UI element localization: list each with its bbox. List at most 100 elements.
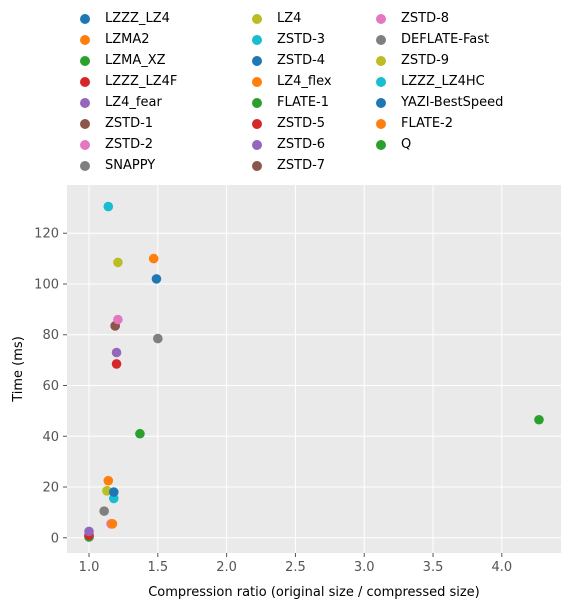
legend-item: ZSTD-5 [252,113,325,134]
legend-label: LZMA2 [105,32,150,47]
x-tick-label: 1.0 [79,560,100,575]
legend-item: ZSTD-4 [252,50,325,71]
legend-label: LZMA_XZ [105,53,166,68]
legend-marker [252,118,262,129]
data-point: ZSTD-6 [111,347,122,358]
legend-item: FLATE-2 [376,113,453,134]
legend-item: LZZZ_LZ4F [80,71,177,92]
data-point: ZSTD-9 [113,257,123,268]
legend-label: ZSTD-1 [105,116,154,131]
y-axis-label: Time (ms) [11,336,26,403]
legend-item: LZZZ_LZ4 [80,8,170,29]
legend-item: YAZI-BestSpeed [376,92,503,113]
legend-label: Q [401,137,412,152]
legend-label: ZSTD-4 [277,53,326,68]
legend-label: ZSTD-2 [105,137,154,152]
y-tick-label: 100 [34,277,59,292]
legend-label: FLATE-1 [277,95,330,110]
data-point: Q [534,414,544,425]
data-point: ZSTD-5 [111,359,122,369]
legend-marker [80,118,90,129]
y-tick-label: 60 [42,379,59,394]
legend: LZZZ_LZ4 LZMA2 LZMA_XZ LZZZ_LZ4F LZ4_fear ZST… [72,8,552,180]
legend-item: LZMA2 [80,29,150,50]
legend-label: LZ4 [277,11,302,26]
x-axis: 1.0 1.5 2.0 2.5 3.0 3.5 4.0 [79,553,512,575]
data-point: YAZI-BestSpeed [108,487,119,497]
legend-marker [80,13,90,24]
legend-label: LZ4_fear [105,95,162,110]
legend-marker [376,118,386,129]
x-tick-label: 3.0 [354,560,375,575]
y-tick-label: 80 [42,328,59,343]
legend-marker [376,76,386,87]
data-point: LZMA2 [148,253,159,264]
legend-marker [80,139,90,150]
legend-label: FLATE-2 [401,116,454,131]
y-tick-label: 40 [42,430,59,445]
x-tick-label: 1.5 [147,560,168,575]
legend-item: LZZZ_LZ4HC [376,71,485,92]
legend-item: Q [376,134,411,155]
data-point: LZ4_fear [84,526,94,537]
data-point: LZ4_flex [103,475,114,486]
legend-label: ZSTD-3 [277,32,326,47]
legend-label: LZ4_flex [277,74,332,89]
legend-item: ZSTD-8 [376,8,449,29]
data-point: FLATE-1 [135,428,145,439]
legend-label: LZZZ_LZ4 [105,11,170,26]
legend-item: SNAPPY [80,155,155,176]
legend-label: ZSTD-5 [277,116,326,131]
legend-label: LZZZ_LZ4HC [401,74,485,89]
legend-label: ZSTD-9 [401,53,450,68]
y-axis: 0 20 40 60 80 100 120 [34,227,67,546]
legend-marker [376,34,386,45]
x-tick-label: 4.0 [491,560,512,575]
plot-background [67,185,561,553]
data-point: FLATE-2 [107,519,118,529]
x-tick-label: 2.5 [285,560,306,575]
legend-label: DEFLATE-Fast [401,32,490,47]
y-tick-label: 120 [34,227,59,242]
legend-marker [376,13,386,24]
legend-item: DEFLATE-Fast [376,29,489,50]
legend-marker [252,97,262,108]
legend-item: LZMA_XZ [80,50,166,71]
legend-marker [252,160,262,171]
legend-marker [376,97,386,108]
legend-marker [80,34,90,45]
data-point: DEFLATE-Fast [153,333,163,344]
data-point: ZSTD-8 [113,314,123,325]
data-point: SNAPPY [99,506,109,516]
legend-label: SNAPPY [105,158,156,173]
legend-marker [80,76,90,87]
y-tick-label: 20 [42,481,59,496]
x-axis-label: Compression ratio (original size / compr… [148,585,480,600]
legend-item: ZSTD-2 [80,134,153,155]
x-tick-label: 3.5 [423,560,444,575]
legend-label: ZSTD-7 [277,158,326,173]
legend-item: ZSTD-3 [252,29,325,50]
legend-marker [80,160,90,171]
legend-label: ZSTD-6 [277,137,326,152]
legend-label: ZSTD-8 [401,11,450,26]
legend-item: LZ4 [252,8,301,29]
legend-marker [80,55,90,66]
legend-marker [80,97,90,108]
legend-item: ZSTD-1 [80,113,153,134]
legend-marker [376,139,386,150]
legend-label: YAZI-BestSpeed [401,95,504,110]
legend-marker [252,55,262,66]
data-point: ZSTD-4 [151,274,162,284]
legend-item: ZSTD-9 [376,50,449,71]
legend-marker [252,139,262,150]
legend-item: LZ4_flex [252,71,332,92]
y-tick-label: 0 [51,531,59,546]
data-point: ZSTD-3 [103,201,114,212]
x-tick-label: 2.0 [216,560,237,575]
legend-label: LZZZ_LZ4F [105,74,178,89]
legend-marker [252,34,262,45]
grid [67,185,561,553]
legend-marker [252,76,262,87]
